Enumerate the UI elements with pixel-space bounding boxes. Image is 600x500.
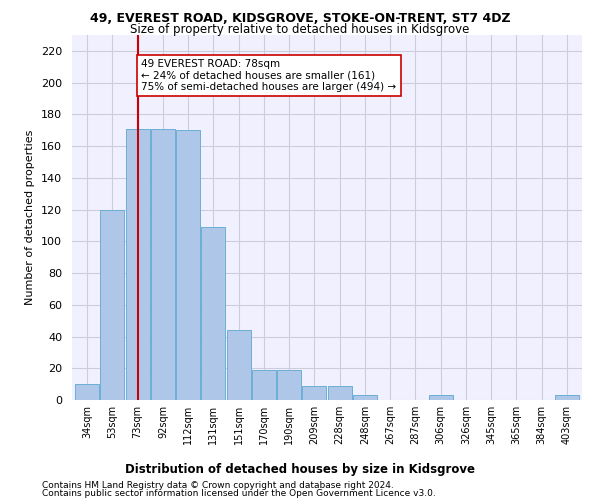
Bar (176, 130, 200, 400)
Bar (151, 128, 175, 400)
Bar (328, 386, 352, 400)
Bar (353, 395, 377, 400)
Text: 49 EVEREST ROAD: 78sqm
← 24% of detached houses are smaller (161)
75% of semi-de: 49 EVEREST ROAD: 78sqm ← 24% of detached… (142, 59, 397, 92)
Bar (125, 128, 149, 400)
Bar (252, 370, 276, 400)
Bar (277, 370, 301, 400)
Bar (100, 210, 124, 400)
Text: Size of property relative to detached houses in Kidsgrove: Size of property relative to detached ho… (130, 22, 470, 36)
Text: Distribution of detached houses by size in Kidsgrove: Distribution of detached houses by size … (125, 462, 475, 475)
Text: Contains HM Land Registry data © Crown copyright and database right 2024.: Contains HM Land Registry data © Crown c… (42, 481, 394, 490)
Text: Contains public sector information licensed under the Open Government Licence v3: Contains public sector information licen… (42, 489, 436, 498)
Bar (555, 395, 579, 400)
Bar (227, 330, 251, 400)
Bar (202, 227, 226, 400)
Bar (302, 386, 326, 400)
Bar (428, 395, 452, 400)
Text: 49, EVEREST ROAD, KIDSGROVE, STOKE-ON-TRENT, ST7 4DZ: 49, EVEREST ROAD, KIDSGROVE, STOKE-ON-TR… (89, 12, 511, 26)
Y-axis label: Number of detached properties: Number of detached properties (25, 130, 35, 305)
Bar (75, 384, 99, 400)
